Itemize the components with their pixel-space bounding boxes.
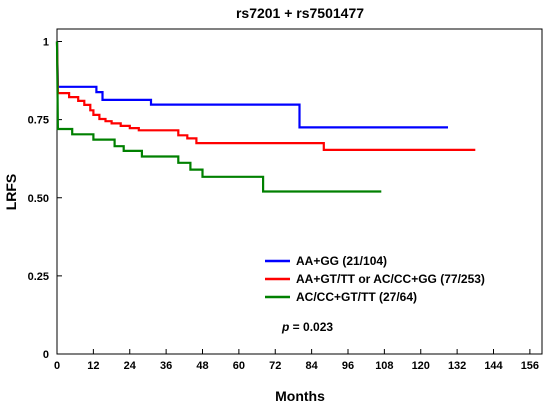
chart-title: rs7201 + rs7501477 bbox=[236, 5, 364, 21]
x-tick-label: 96 bbox=[342, 360, 354, 372]
x-axis: 0 12 24 36 48 60 72 84 96 108 120 132 144 156 bbox=[54, 349, 539, 372]
legend-label: AA+GG (21/104) bbox=[296, 254, 387, 268]
y-tick-label: 0.75 bbox=[28, 115, 49, 127]
x-tick-label: 120 bbox=[412, 360, 430, 372]
x-tick-label: 72 bbox=[269, 360, 281, 372]
x-tick-label: 144 bbox=[484, 360, 503, 372]
legend: AA+GG (21/104) AA+GT/TT or AC/CC+GG (77/2… bbox=[265, 254, 485, 304]
y-tick-label: 1 bbox=[43, 37, 49, 49]
x-tick-label: 60 bbox=[233, 360, 245, 372]
y-axis: 0 0.25 0.50 0.75 1 bbox=[28, 37, 62, 361]
series-line-1 bbox=[55, 41, 448, 129]
x-tick-label: 84 bbox=[306, 360, 319, 372]
x-tick-label: 0 bbox=[54, 360, 60, 372]
x-tick-label: 12 bbox=[87, 360, 99, 372]
x-tick-label: 36 bbox=[160, 360, 172, 372]
x-tick-label: 108 bbox=[375, 360, 393, 372]
y-tick-label: 0.50 bbox=[28, 193, 49, 205]
y-tick-label: 0 bbox=[43, 349, 49, 361]
series-line-2 bbox=[55, 41, 476, 151]
y-axis-label: LRFS bbox=[3, 174, 19, 211]
y-tick-label: 0.25 bbox=[28, 271, 49, 283]
series-line-3 bbox=[55, 41, 382, 193]
x-tick-label: 24 bbox=[124, 360, 137, 372]
x-tick-label: 132 bbox=[448, 360, 466, 372]
x-tick-label: 156 bbox=[521, 360, 539, 372]
p-value-annotation: p = 0.023 bbox=[281, 320, 333, 334]
legend-label: AA+GT/TT or AC/CC+GG (77/253) bbox=[296, 272, 485, 286]
plot-frame bbox=[56, 28, 543, 355]
p-value-symbol: p bbox=[281, 320, 289, 334]
p-value-text: = 0.023 bbox=[289, 320, 333, 334]
series-layer bbox=[55, 41, 476, 193]
legend-label: AC/CC+GT/TT (27/64) bbox=[296, 290, 417, 304]
x-axis-label: Months bbox=[275, 388, 325, 404]
x-tick-label: 48 bbox=[196, 360, 208, 372]
